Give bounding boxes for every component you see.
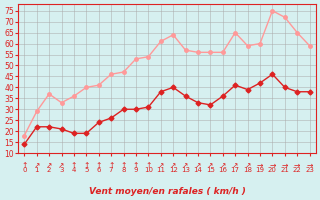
Text: →: →	[257, 161, 263, 170]
Text: ↗: ↗	[46, 161, 52, 170]
Text: ↑: ↑	[21, 161, 28, 170]
Text: ↗: ↗	[220, 161, 226, 170]
Text: ↗: ↗	[244, 161, 251, 170]
Text: →: →	[282, 161, 288, 170]
Text: ↑: ↑	[145, 161, 152, 170]
Text: ↗: ↗	[157, 161, 164, 170]
Text: ↗: ↗	[182, 161, 189, 170]
Text: →: →	[307, 161, 313, 170]
Text: ↗: ↗	[195, 161, 201, 170]
Text: ↗: ↗	[170, 161, 176, 170]
Text: ↑: ↑	[133, 161, 139, 170]
Text: ↑: ↑	[120, 161, 127, 170]
Text: ↗: ↗	[207, 161, 213, 170]
Text: ↗: ↗	[58, 161, 65, 170]
X-axis label: Vent moyen/en rafales ( km/h ): Vent moyen/en rafales ( km/h )	[89, 187, 245, 196]
Text: →: →	[294, 161, 300, 170]
Text: ↑: ↑	[108, 161, 114, 170]
Text: ↗: ↗	[34, 161, 40, 170]
Text: ↑: ↑	[71, 161, 77, 170]
Text: ↑: ↑	[83, 161, 90, 170]
Text: ↑: ↑	[96, 161, 102, 170]
Text: →: →	[269, 161, 276, 170]
Text: ↗: ↗	[232, 161, 238, 170]
